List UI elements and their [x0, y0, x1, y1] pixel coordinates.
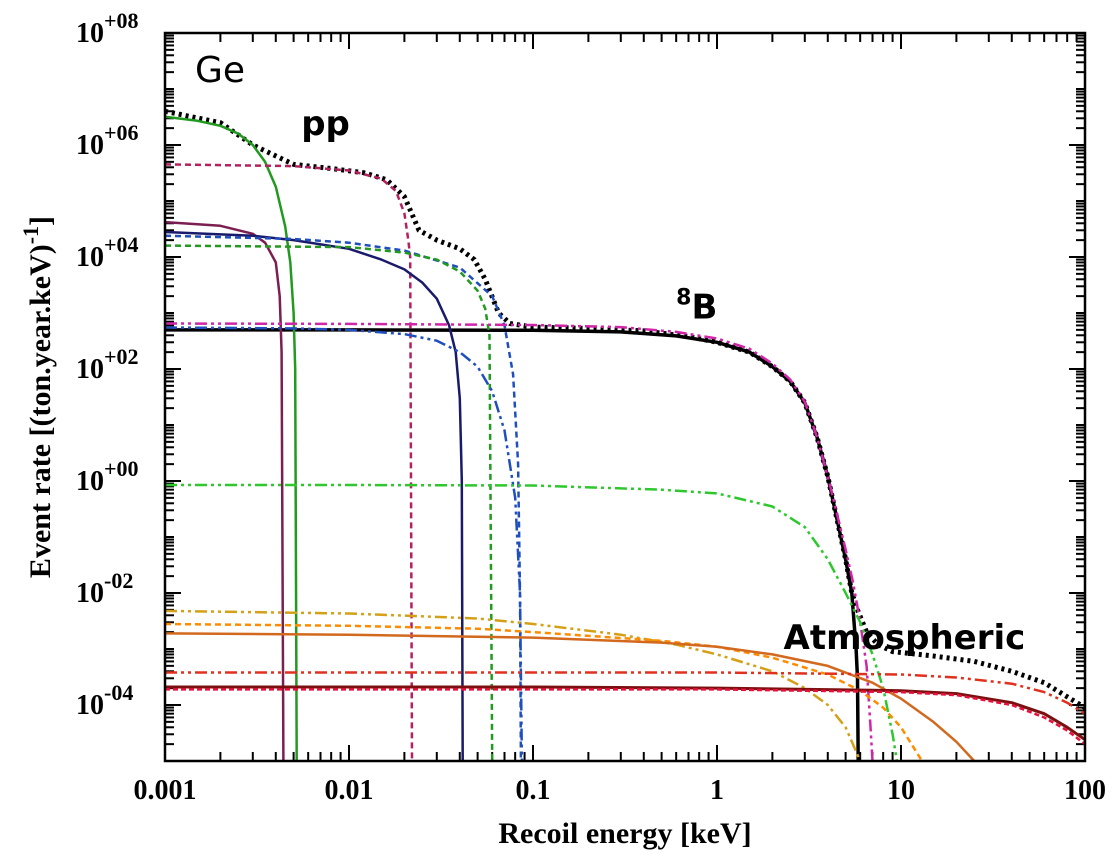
series-layer [165, 108, 1085, 761]
x-axis-title: Recoil energy [keV] [498, 817, 751, 850]
annotation-base: B [691, 287, 717, 327]
series-line-6 [165, 230, 464, 761]
series-line-5 [165, 220, 285, 761]
series-line-10 [165, 326, 524, 761]
series-line-17 [165, 688, 1085, 746]
y-tick-exp: +06 [104, 120, 139, 145]
y-tick-label: 10-02 [76, 568, 133, 609]
y-axis-title-tail: ] [24, 216, 57, 226]
series-line-13 [165, 622, 924, 761]
y-tick-base: 10 [76, 242, 104, 273]
x-tick-label: 0.01 [325, 775, 374, 806]
annotation-3: Atmospheric [784, 618, 1026, 658]
y-tick-label: 10+04 [76, 232, 139, 273]
x-tick-label: 1 [710, 775, 724, 806]
y-tick-exp: -04 [104, 680, 133, 705]
y-axis-title-sup: -1 [18, 226, 43, 244]
y-tick-label: 10+08 [76, 8, 139, 49]
y-tick-base: 10 [76, 466, 104, 497]
y-tick-base: 10 [76, 18, 104, 49]
y-tick-exp: +04 [104, 232, 139, 257]
y-tick-base: 10 [76, 354, 104, 385]
series-line-15 [165, 671, 1085, 715]
series-line-14 [165, 632, 976, 761]
series-line-12 [165, 609, 862, 761]
y-tick-exp: +08 [104, 8, 139, 33]
y-tick-exp: +02 [104, 344, 139, 369]
series-line-11 [165, 483, 899, 761]
series-line-16 [165, 685, 1085, 741]
x-tick-label: 100 [1064, 775, 1106, 806]
x-tick-label: 10 [887, 775, 915, 806]
annotations: pp 8B Atmospheric [301, 104, 1025, 658]
series-line-8 [165, 244, 494, 761]
series-line-2 [165, 328, 860, 761]
annotation-1: pp [301, 104, 350, 144]
y-tick-base: 10 [76, 578, 104, 609]
panel-label: Ge [195, 50, 245, 91]
y-axis-title-main: Event rate [(ton.year.keV) [24, 244, 57, 578]
annotation-sup: 8 [676, 285, 691, 310]
y-tick-label: 10+00 [76, 456, 139, 497]
series-line-9 [165, 322, 874, 761]
y-tick-base: 10 [76, 690, 104, 721]
annotation-2: 8B [676, 285, 717, 327]
plot-frame [163, 31, 1087, 763]
axis-ticks [164, 33, 1085, 762]
series-line-3 [165, 115, 298, 761]
y-tick-label: 10+02 [76, 344, 139, 385]
tick-labels: 0.001 0.01 0.1 1 10 10010-0410-0210+0010+0210… [76, 8, 1106, 806]
x-tick-label: 0.1 [516, 775, 551, 806]
x-tick-label: 0.001 [134, 775, 197, 806]
series-line-7 [165, 234, 523, 761]
y-tick-label: 10-04 [76, 680, 133, 721]
y-tick-label: 10+06 [76, 120, 139, 161]
y-axis-title: Event rate [(ton.year.keV)-1] [18, 216, 57, 578]
y-tick-exp: +00 [104, 456, 139, 481]
y-tick-exp: -02 [104, 568, 133, 593]
y-tick-base: 10 [76, 130, 104, 161]
